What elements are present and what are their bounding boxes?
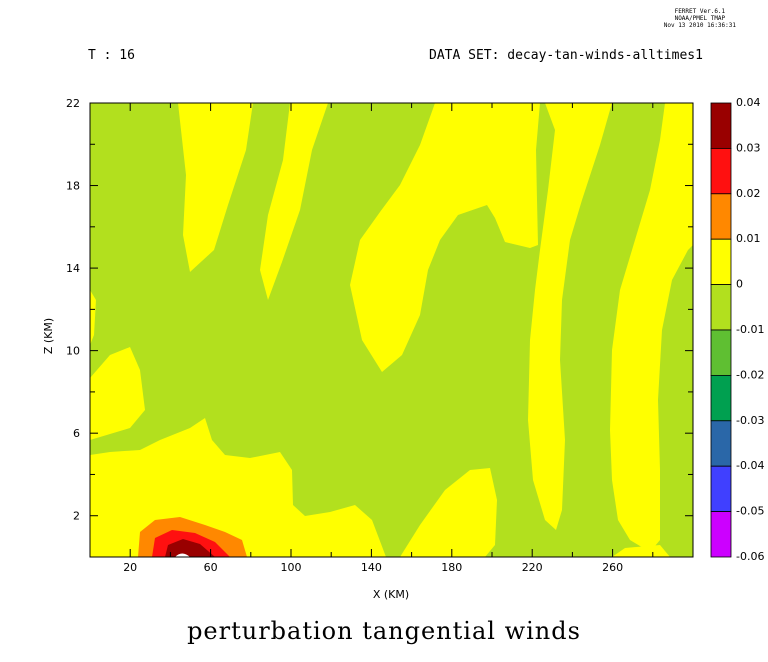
plot-frame bbox=[89, 102, 694, 558]
time-label: T : 16 bbox=[88, 48, 135, 63]
colorbar-swatch bbox=[710, 329, 732, 376]
colorbar-swatch bbox=[710, 102, 732, 149]
positive-contour bbox=[90, 290, 96, 345]
colorbar-label: -0.06 bbox=[736, 550, 764, 563]
y-tick-label: 22 bbox=[66, 97, 80, 110]
x-tick-label: 220 bbox=[522, 561, 543, 574]
colorbar-swatch bbox=[710, 193, 732, 240]
colorbar-swatch bbox=[710, 374, 732, 422]
x-tick-label: 100 bbox=[281, 561, 302, 574]
negative-contour bbox=[145, 133, 162, 142]
x-axis-label: X (KM) bbox=[373, 588, 409, 601]
colorbar-label: 0.04 bbox=[736, 96, 761, 109]
colorbar-label: -0.02 bbox=[736, 368, 764, 381]
colorbar-label: 0.03 bbox=[736, 141, 761, 154]
colorbar-label: -0.04 bbox=[736, 459, 764, 472]
colorbar-label: -0.01 bbox=[736, 323, 764, 336]
colorbar-swatch bbox=[710, 511, 732, 558]
x-tick-label: 140 bbox=[361, 561, 382, 574]
positive-contour bbox=[400, 468, 497, 557]
positive-contour bbox=[260, 103, 328, 300]
colorbar-swatch bbox=[710, 238, 732, 285]
positive-contour bbox=[610, 103, 693, 552]
stamp-line: Nov 13 2010 16:36:31 bbox=[663, 22, 736, 29]
colorbar-swatch bbox=[710, 420, 732, 467]
positive-contour bbox=[178, 103, 253, 272]
colorbar-label: 0.02 bbox=[736, 187, 761, 200]
colorbar: 0.04 0.03 0.02 0.01 0 -0.01 -0.02 -0.03 -0.04 -0.… bbox=[710, 96, 764, 563]
y-tick-label: 18 bbox=[66, 180, 80, 193]
x-tick-label: 60 bbox=[204, 561, 218, 574]
positive-contour bbox=[612, 545, 670, 557]
y-axis-label: Z (KM) bbox=[42, 318, 55, 354]
dataset-label: DATA SET: decay-tan-winds-alltimes1 bbox=[429, 48, 703, 63]
positive-contour bbox=[175, 553, 190, 557]
ferret-stamp: FERRET Ver.6.1 NOAA/PMEL TMAP Nov 13 201… bbox=[664, 8, 736, 29]
y-axis: 2 6 10 14 18 22 bbox=[66, 97, 693, 523]
x-tick-label: 260 bbox=[602, 561, 623, 574]
x-tick-label: 180 bbox=[441, 561, 462, 574]
positive-contour bbox=[350, 103, 540, 372]
x-tick-label: 20 bbox=[123, 561, 137, 574]
x-axis: 20 60 100 140 180 220 260 bbox=[123, 103, 654, 574]
colorbar-label: -0.05 bbox=[736, 505, 764, 518]
y-tick-label: 10 bbox=[66, 345, 80, 358]
colorbar-label: -0.03 bbox=[736, 414, 764, 427]
colorbar-label: 0.01 bbox=[736, 232, 761, 245]
stamp-line: NOAA/PMEL TMAP bbox=[674, 15, 726, 22]
negative-contour bbox=[112, 125, 135, 134]
colorbar-swatch bbox=[710, 465, 732, 513]
y-tick-label: 2 bbox=[73, 510, 80, 523]
positive-contour bbox=[90, 347, 145, 440]
stamp-line: FERRET Ver.6.1 bbox=[674, 8, 726, 15]
colorbar-label: 0 bbox=[736, 278, 743, 291]
positive-contour bbox=[528, 103, 612, 530]
positive-contour bbox=[165, 539, 215, 557]
colorbar-swatch bbox=[710, 147, 732, 195]
colorbar-swatch bbox=[710, 284, 732, 331]
y-tick-label: 14 bbox=[66, 262, 80, 275]
contour-field bbox=[90, 103, 693, 557]
chart-title: perturbation tangential winds bbox=[187, 617, 581, 645]
y-tick-label: 6 bbox=[73, 427, 80, 440]
